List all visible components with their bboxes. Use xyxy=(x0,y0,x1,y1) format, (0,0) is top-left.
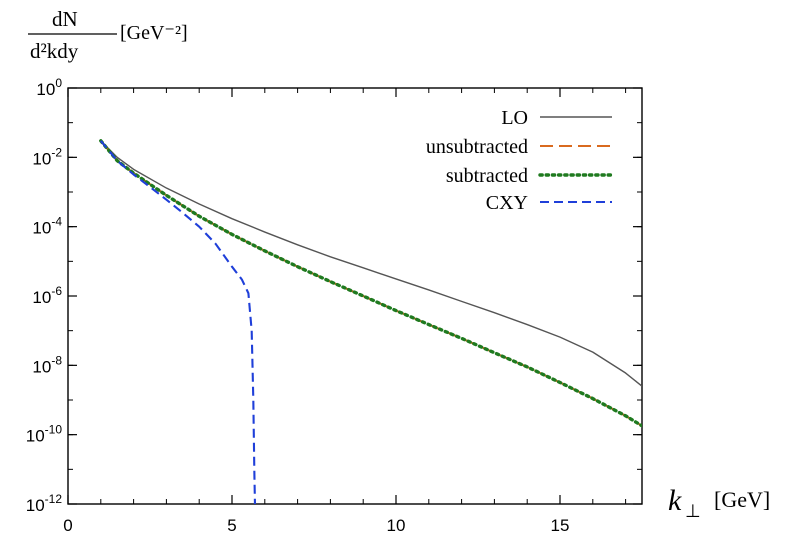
y-tick-label-exponent: -6 xyxy=(51,284,62,298)
y-tick-label: 10-4 xyxy=(32,215,62,238)
y-tick-label: 10-2 xyxy=(32,145,62,168)
x-label-symbol: k xyxy=(668,484,682,517)
y-tick-label-exponent: -4 xyxy=(51,215,62,229)
x-tick-label: 15 xyxy=(551,516,570,535)
y-tick-label: 10-12 xyxy=(26,492,63,515)
series-group xyxy=(99,139,642,504)
x-label-subscript: ⊥ xyxy=(685,501,701,521)
y-tick-label-base: 10 xyxy=(26,496,45,515)
y-tick-label: 10-6 xyxy=(32,284,62,307)
y-axis-label: dN d²kdy [GeV⁻²] xyxy=(28,7,188,63)
x-tick-label: 10 xyxy=(387,516,406,535)
series-line-subtracted xyxy=(99,139,642,428)
legend: LO unsubtracted subtracted CXY xyxy=(426,107,614,214)
y-tick-label: 10-10 xyxy=(26,423,63,446)
y-tick-label-base: 10 xyxy=(32,219,51,238)
series-line-CXY xyxy=(99,140,257,504)
y-tick-label-base: 10 xyxy=(32,149,51,168)
y-tick-label-base: 10 xyxy=(26,427,45,446)
axis-ticks xyxy=(67,87,642,505)
legend-label: subtracted xyxy=(446,165,528,187)
plot-frame xyxy=(67,87,643,505)
y-tick-label-base: 10 xyxy=(36,80,55,99)
legend-label: LO xyxy=(501,107,528,129)
x-tick-label: 5 xyxy=(227,516,236,535)
y-tick-label: 100 xyxy=(36,76,62,99)
legend-label: CXY xyxy=(486,192,528,214)
y-tick-label-base: 10 xyxy=(32,357,51,376)
y-tick-label-base: 10 xyxy=(32,288,51,307)
legend-label: unsubtracted xyxy=(426,136,528,158)
y-label-denominator: d²kdy xyxy=(30,39,79,63)
x-tick-label: 0 xyxy=(63,516,72,535)
y-tick-label-exponent: -2 xyxy=(51,145,62,159)
y-tick-label-exponent: -12 xyxy=(45,492,63,506)
y-tick-label-exponent: -8 xyxy=(51,353,62,367)
y-tick-label-exponent: 0 xyxy=(55,76,62,90)
y-tick-label: 10-8 xyxy=(32,353,62,376)
x-axis-label: k ⊥ [GeV] xyxy=(668,484,770,521)
y-tick-label-exponent: -10 xyxy=(45,423,63,437)
x-label-unit: [GeV] xyxy=(714,487,770,512)
series-line-LO xyxy=(100,140,642,387)
y-label-unit: [GeV⁻²] xyxy=(120,22,188,44)
y-label-numerator: dN xyxy=(52,7,78,31)
